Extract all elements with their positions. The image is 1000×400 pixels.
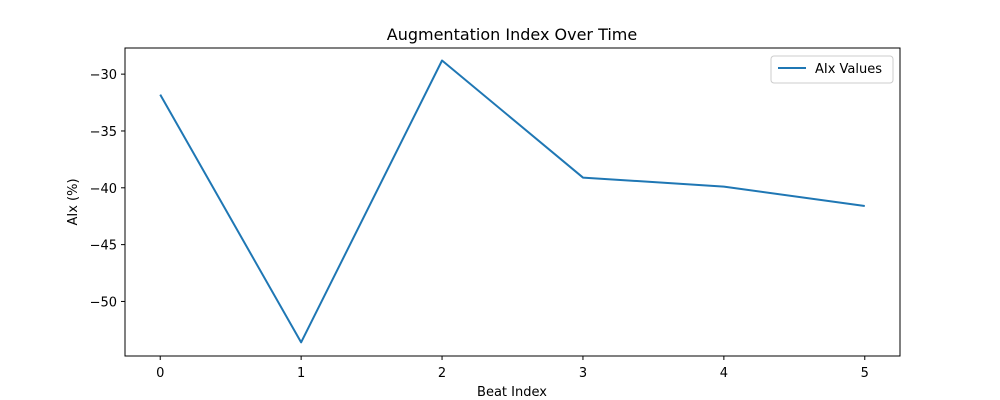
x-tick-label: 0 <box>156 366 164 381</box>
legend: AIx Values <box>770 55 894 84</box>
x-axis-ticks: 0 1 2 3 4 5 <box>156 356 869 381</box>
x-tick-label: 5 <box>861 366 869 381</box>
y-axis-ticks: −30 −35 −40 −45 −50 <box>90 68 125 310</box>
x-axis-label: Beat Index <box>477 385 547 400</box>
legend-label: AIx Values <box>815 62 882 77</box>
y-axis-label: AIx (%) <box>66 178 81 225</box>
chart-title: Augmentation Index Over Time <box>387 25 637 44</box>
x-tick-label: 2 <box>438 366 446 381</box>
y-tick-label: −40 <box>90 182 117 197</box>
y-tick-label: −50 <box>90 295 117 310</box>
y-tick-label: −30 <box>90 68 117 83</box>
y-tick-label: −35 <box>90 125 117 140</box>
series-line-aix-values <box>159 59 865 344</box>
x-tick-label: 4 <box>720 366 728 381</box>
legend-box <box>770 55 894 84</box>
x-tick-label: 1 <box>297 366 305 381</box>
plot-area-frame <box>124 47 901 357</box>
x-tick-label: 3 <box>579 366 587 381</box>
y-tick-label: −45 <box>90 239 117 254</box>
series-layer <box>159 59 865 344</box>
